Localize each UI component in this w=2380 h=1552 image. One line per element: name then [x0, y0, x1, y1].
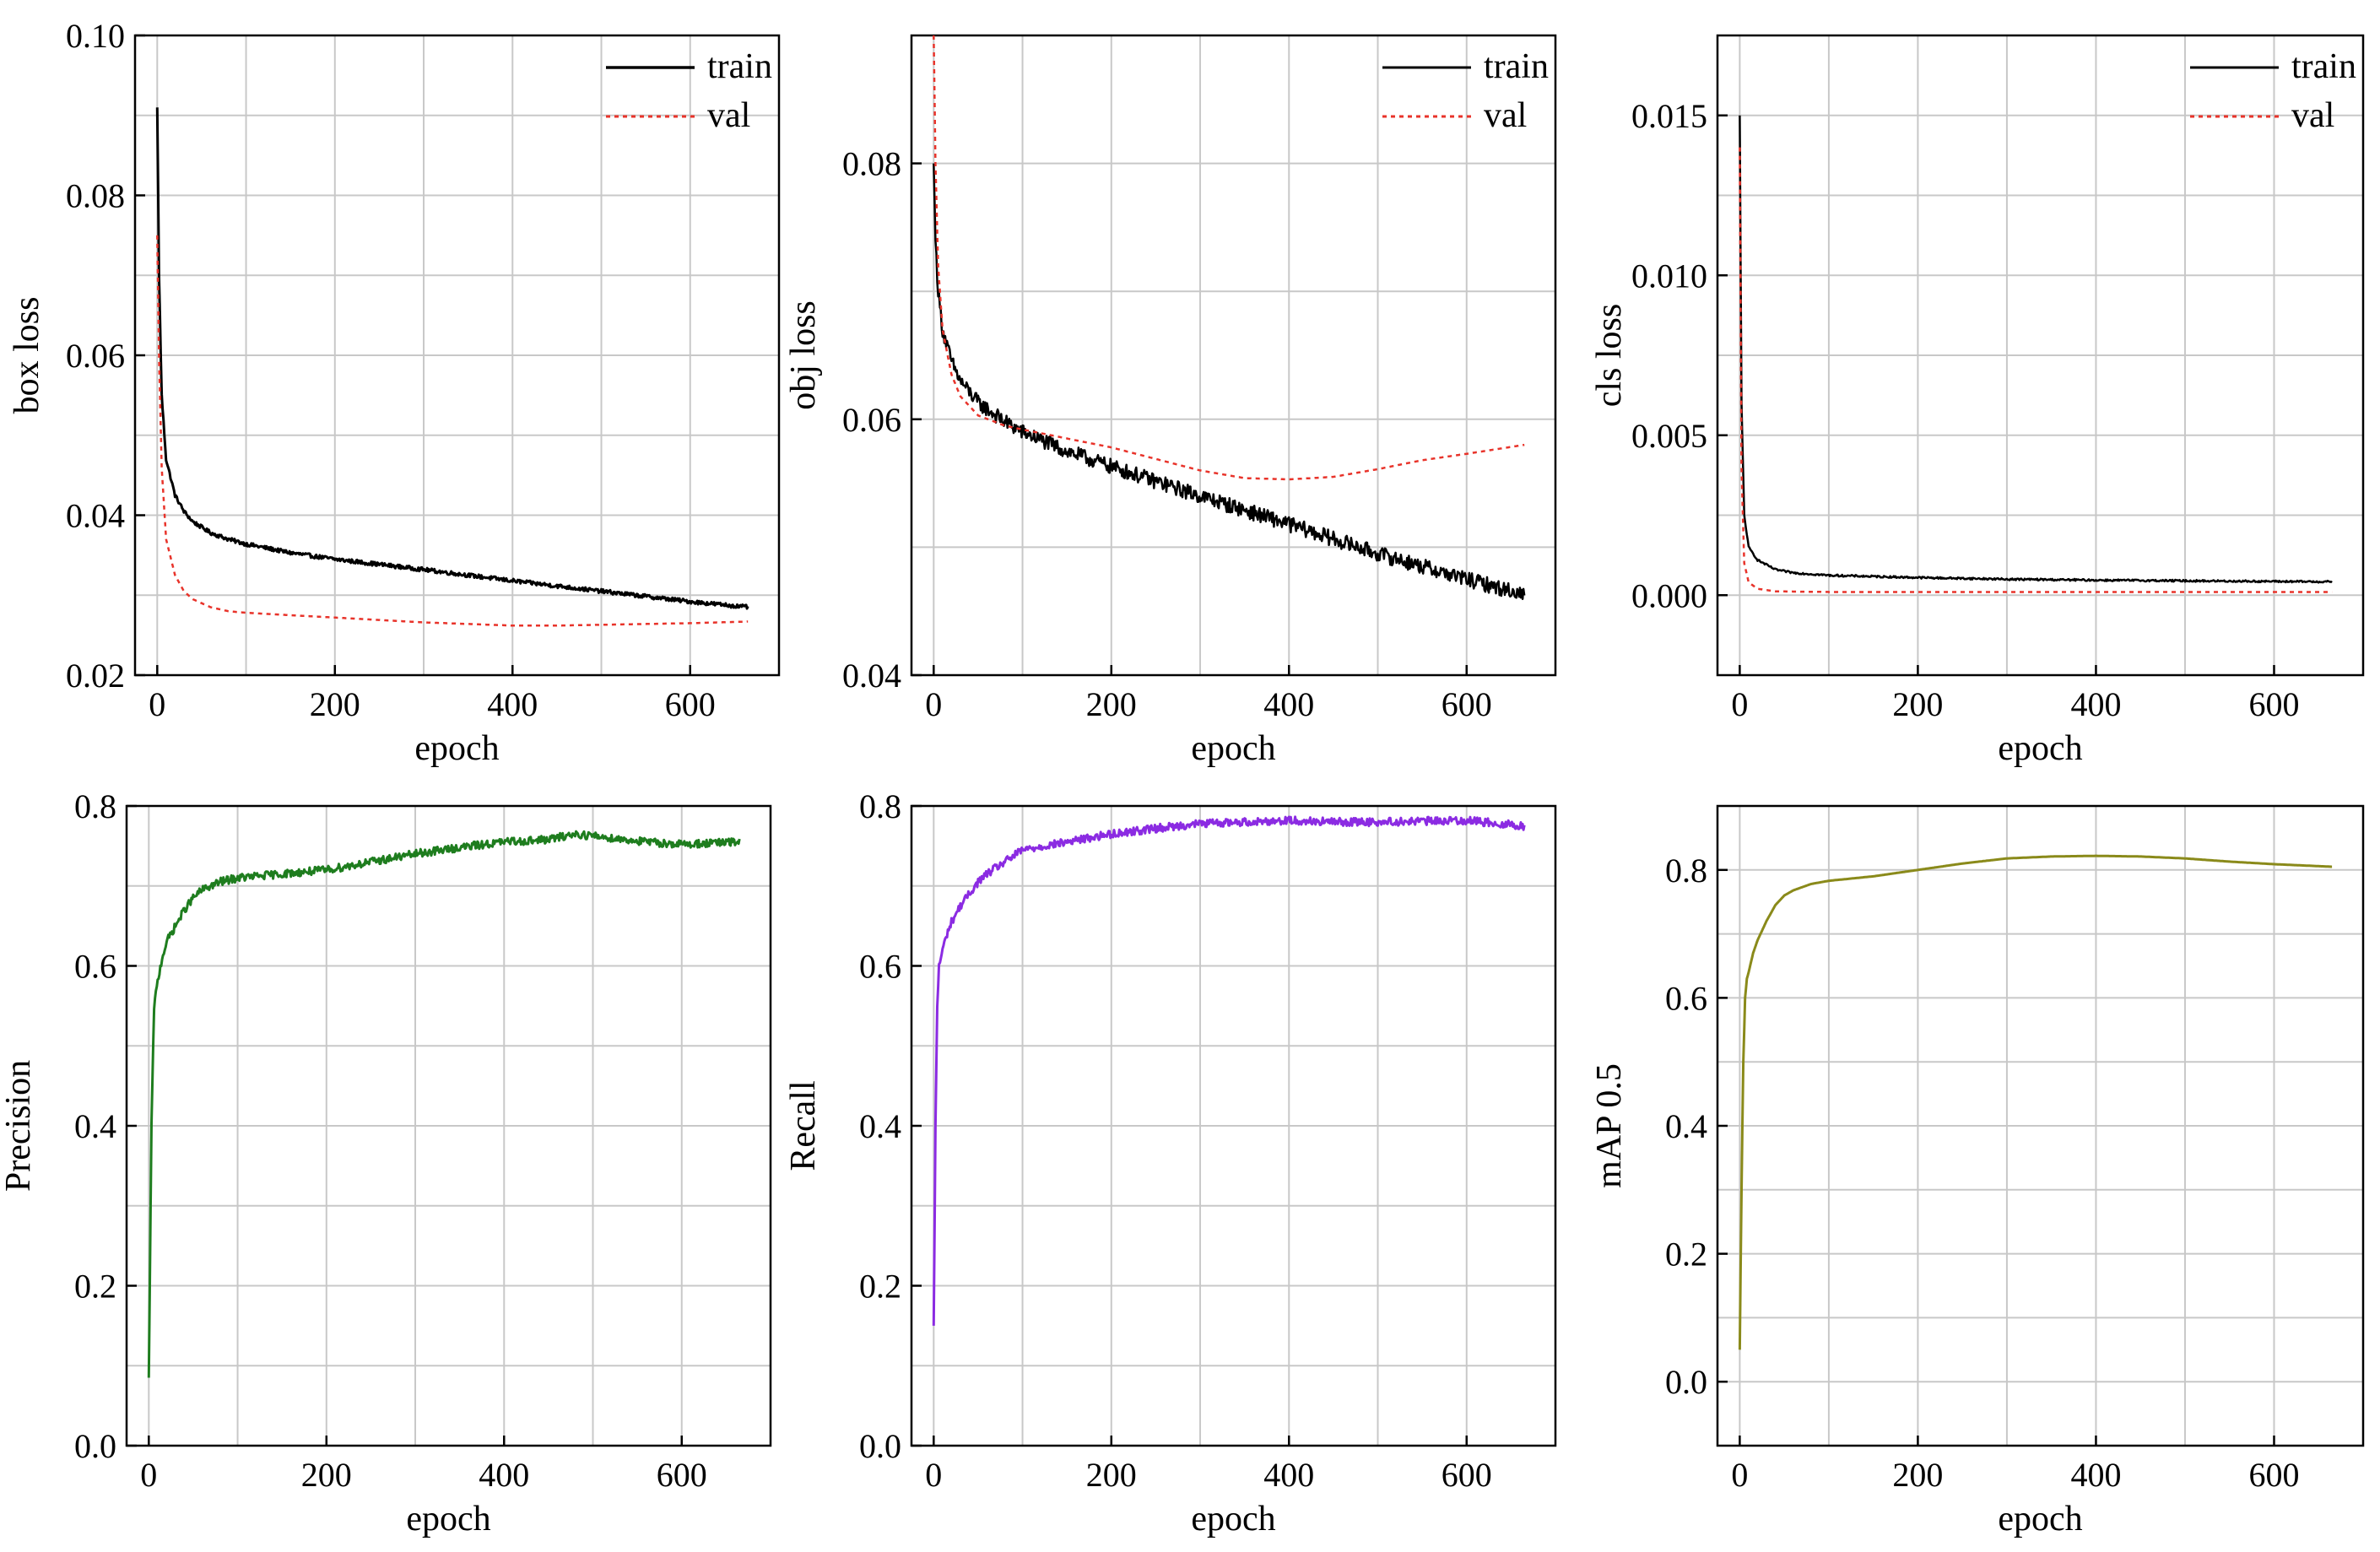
x-tick-label: 0: [1731, 685, 1748, 723]
y-tick-label: 0.6: [74, 948, 116, 986]
y-axis-label: Recall: [784, 1080, 823, 1171]
x-axis-label: epoch: [406, 1500, 490, 1538]
series-line-train: [1739, 115, 2333, 584]
x-axis-label: epoch: [1998, 729, 2082, 768]
legend-label: val: [2291, 96, 2334, 135]
y-axis-label: mAP 0.5: [1590, 1063, 1629, 1188]
x-tick-label: 0: [925, 685, 942, 723]
legend-label: train: [2291, 47, 2356, 86]
chart-panel-recall: 0 200 400 600 0.0 0.2 0.4 0.6 0.8 epoch Recall: [784, 787, 1557, 1538]
y-tick-label: 0.2: [1665, 1236, 1707, 1274]
series-line-val: [156, 235, 749, 627]
x-tick-label: 400: [1263, 1456, 1314, 1494]
y-tick-label: 0.8: [859, 787, 901, 825]
series-line-val: [1739, 147, 2333, 593]
y-tick-label: 0.015: [1631, 97, 1707, 135]
y-axis-label: box loss: [8, 297, 46, 414]
x-tick-label: 200: [1086, 685, 1137, 723]
y-axis-label: cls loss: [1590, 304, 1629, 408]
legend-label: train: [1484, 47, 1549, 86]
y-tick-label: 0.000: [1631, 576, 1707, 614]
x-tick-label: 0: [925, 1456, 942, 1494]
y-tick-label: 0.02: [66, 657, 125, 695]
chart-panel-cls: 0 200 400 600 0.000 0.005 0.010 0.015 epoch cls l…: [1590, 34, 2365, 768]
x-tick-label: 200: [301, 1456, 352, 1494]
chart-panel-map: 0 200 400 600 0.0 0.2 0.4 0.6 0.8 epoch mAP 0.5: [1590, 804, 2365, 1538]
y-tick-label: 0.4: [1665, 1107, 1707, 1145]
series-line-train: [933, 163, 1526, 601]
y-tick-label: 0.10: [66, 17, 125, 55]
chart-panel-box: 0 200 400 600 0.02 0.04 0.06 0.08 0.10 epoch box l…: [8, 17, 781, 768]
x-tick-label: 0: [149, 685, 165, 723]
y-axis-label: obj loss: [784, 300, 823, 410]
y-tick-label: 0.04: [66, 497, 125, 535]
y-tick-label: 0.4: [859, 1107, 901, 1145]
x-tick-label: 200: [1086, 1456, 1137, 1494]
x-tick-label: 600: [665, 685, 716, 723]
x-tick-label: 600: [2248, 685, 2299, 723]
series-line-precision: [147, 830, 741, 1378]
x-tick-label: 200: [1892, 685, 1943, 723]
x-tick-label: 0: [1731, 1456, 1748, 1494]
x-tick-label: 600: [1442, 685, 1492, 723]
y-tick-label: 0.08: [66, 177, 125, 215]
series-line-train: [155, 107, 749, 610]
plot-frame: [1716, 34, 2365, 677]
y-tick-label: 0.0: [859, 1427, 901, 1465]
x-axis-label: epoch: [1191, 729, 1275, 768]
y-tick-label: 0.06: [842, 401, 901, 439]
y-tick-label: 0.06: [66, 337, 125, 375]
plot-frame: [910, 34, 1557, 677]
x-tick-label: 200: [310, 685, 360, 723]
y-axis-label: Precision: [0, 1060, 38, 1192]
y-tick-label: 0.04: [842, 657, 901, 695]
y-tick-label: 0.8: [1665, 852, 1707, 890]
x-tick-label: 0: [140, 1456, 157, 1494]
x-tick-label: 400: [479, 1456, 529, 1494]
y-tick-label: 0.8: [74, 787, 116, 825]
x-tick-label: 200: [1892, 1456, 1943, 1494]
x-tick-label: 400: [487, 685, 538, 723]
x-axis-label: epoch: [1191, 1500, 1275, 1538]
y-tick-label: 0.005: [1631, 417, 1707, 455]
y-tick-label: 0.0: [1665, 1363, 1707, 1401]
y-tick-label: 0.4: [74, 1107, 116, 1145]
series-line-map-0-5: [1738, 854, 2333, 1350]
x-tick-label: 600: [657, 1456, 707, 1494]
legend-label: val: [707, 96, 750, 135]
x-tick-label: 400: [1263, 685, 1314, 723]
x-tick-label: 400: [2070, 685, 2121, 723]
series-line-recall: [932, 815, 1526, 1326]
y-tick-label: 0.6: [1665, 979, 1707, 1017]
x-tick-label: 600: [1442, 1456, 1492, 1494]
chart-panel-precision: 0 200 400 600 0.0 0.2 0.4 0.6 0.8 epoch Precision: [0, 787, 772, 1538]
chart-panel-obj: 0 200 400 600 0.04 0.06 0.08 epoch obj loss train…: [784, 34, 1557, 768]
y-tick-label: 0.010: [1631, 257, 1707, 295]
y-tick-label: 0.08: [842, 145, 901, 183]
x-tick-label: 600: [2248, 1456, 2299, 1494]
y-tick-label: 0.6: [859, 948, 901, 986]
y-tick-label: 0.2: [859, 1268, 901, 1306]
y-tick-label: 0.0: [74, 1427, 116, 1465]
x-axis-label: epoch: [1998, 1500, 2082, 1538]
legend-label: val: [1484, 96, 1527, 135]
x-tick-label: 400: [2070, 1456, 2121, 1494]
series-line-val: [933, 35, 1525, 481]
legend-label: train: [707, 47, 772, 86]
x-axis-label: epoch: [414, 729, 499, 768]
y-tick-label: 0.2: [74, 1268, 116, 1306]
